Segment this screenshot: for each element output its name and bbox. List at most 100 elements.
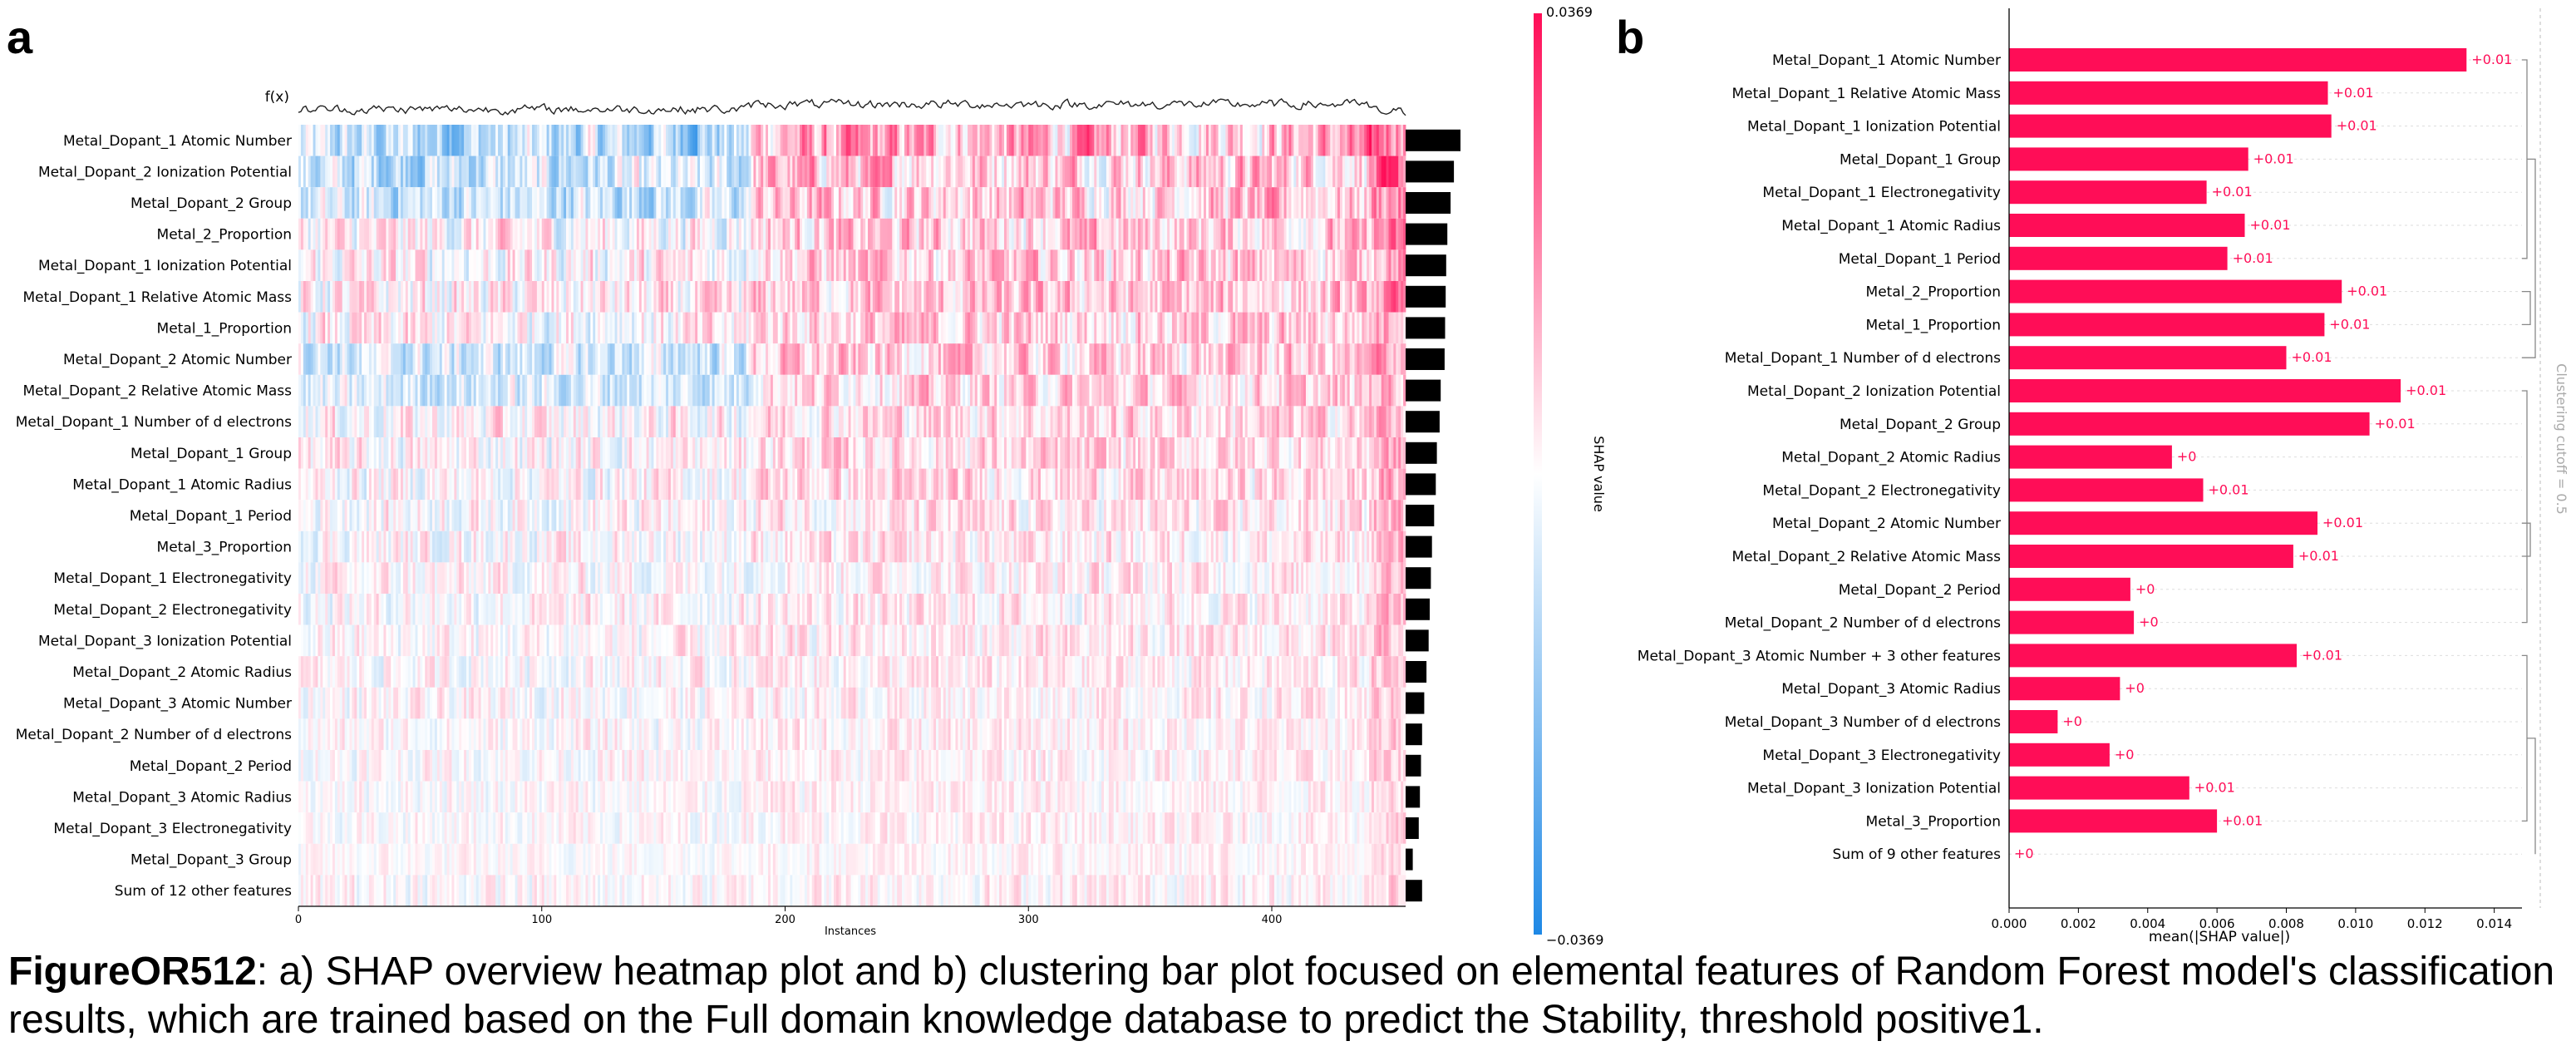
heatmap-cell (772, 437, 776, 469)
heatmap-cell (536, 374, 540, 407)
heatmap-cell (790, 312, 793, 344)
heatmap-cell (593, 281, 596, 313)
heatmap-cell (1344, 374, 1348, 407)
heatmap-cell (826, 281, 830, 313)
heatmap-cell (1081, 406, 1085, 437)
heatmap-cell (1191, 125, 1194, 156)
heatmap-cell (741, 249, 745, 281)
heatmap-cell (680, 218, 683, 250)
heatmap-cell (1040, 187, 1044, 219)
heatmap-cell (510, 437, 514, 469)
heatmap-cell (614, 406, 618, 437)
heatmap-cell (323, 281, 326, 313)
heatmap-cell (848, 218, 851, 250)
heatmap-cell (992, 374, 995, 407)
heatmap-cell (483, 437, 486, 469)
heatmap-cell (785, 125, 788, 156)
heatmap-cell (707, 187, 711, 219)
heatmap-cell (1357, 155, 1360, 188)
heatmap-cell (1310, 312, 1314, 344)
heatmap-cell (775, 187, 779, 219)
heatmap-cell (1142, 312, 1146, 344)
heatmap-cell (417, 187, 421, 219)
heatmap-cell (1150, 343, 1153, 375)
heatmap-cell (968, 343, 971, 375)
heatmap-cell (536, 312, 540, 344)
heatmap-cell (444, 187, 447, 219)
heatmap-cell (653, 155, 657, 188)
heatmap-cell (446, 125, 450, 156)
heatmap-cell (461, 343, 465, 375)
heatmap-cell (661, 218, 664, 250)
heatmap-cell (931, 281, 934, 313)
heatmap-cell (1142, 218, 1146, 250)
heatmap-cell (1398, 312, 1401, 344)
heatmap-cell (308, 343, 312, 375)
heatmap-cell (561, 155, 564, 188)
heatmap-cell (619, 374, 623, 407)
heatmap-cell (884, 406, 888, 437)
heatmap-cell (1171, 437, 1175, 469)
heatmap-cell (578, 155, 581, 188)
heatmap-cell (1373, 187, 1377, 219)
heatmap-cell (564, 218, 567, 250)
heatmap-cell (308, 374, 312, 407)
heatmap-cell (391, 281, 394, 313)
heatmap-cell (575, 125, 579, 156)
heatmap-cell (505, 218, 509, 250)
heatmap-cell (761, 437, 764, 469)
heatmap-cell (1089, 406, 1092, 437)
heatmap-cell (643, 249, 648, 281)
heatmap-cell (328, 312, 331, 344)
heatmap-cell (1332, 249, 1336, 281)
heatmap-cell (955, 281, 958, 313)
heatmap-cell (785, 187, 788, 219)
heatmap-cell (1052, 406, 1056, 437)
heatmap-cell (1003, 281, 1007, 313)
heatmap-cell (911, 281, 915, 313)
heatmap-cell (853, 312, 856, 344)
heatmap-cell (824, 437, 827, 469)
heatmap-cell (425, 218, 428, 250)
heatmap-cell (398, 187, 401, 219)
heatmap-cell (604, 125, 608, 156)
heatmap-cell (916, 125, 919, 156)
heatmap-cell (680, 187, 683, 219)
heatmap-cell (824, 312, 827, 344)
heatmap-cell (1167, 187, 1170, 219)
heatmap-cell (396, 437, 399, 469)
heatmap-cell (1155, 249, 1158, 281)
heatmap-cell (362, 125, 365, 156)
heatmap-cell (748, 281, 751, 313)
heatmap-cell (507, 125, 511, 156)
heatmap-cell (953, 312, 956, 344)
heatmap-cell (1002, 155, 1005, 188)
heatmap-cell (1181, 281, 1185, 313)
heatmap-cell (809, 249, 813, 281)
heatmap-cell (753, 374, 756, 407)
heatmap-cell (714, 249, 717, 281)
heatmap-cell (1142, 281, 1146, 313)
heatmap-cell (766, 155, 769, 188)
heatmap-cell (1369, 406, 1372, 437)
heatmap-cell (751, 125, 754, 156)
heatmap-cell (651, 343, 654, 375)
heatmap-cell (656, 406, 659, 437)
heatmap-cell (534, 406, 538, 437)
heatmap-cell (989, 312, 992, 344)
heatmap-cell (948, 437, 951, 469)
heatmap-cell (464, 374, 467, 407)
heatmap-cell (1147, 187, 1151, 219)
heatmap-cell (834, 218, 837, 250)
heatmap-cell (1094, 187, 1097, 219)
heatmap-cell (1140, 125, 1144, 156)
heatmap-cell (869, 125, 874, 156)
heatmap-cell (1271, 406, 1275, 437)
heatmap-cell (670, 437, 674, 469)
heatmap-cell (1018, 249, 1022, 281)
heatmap-cell (1016, 125, 1019, 156)
heatmap-cell (834, 437, 837, 469)
heatmap-cell (298, 249, 302, 281)
heatmap-cell (1276, 437, 1280, 469)
heatmap-cell (627, 281, 630, 313)
